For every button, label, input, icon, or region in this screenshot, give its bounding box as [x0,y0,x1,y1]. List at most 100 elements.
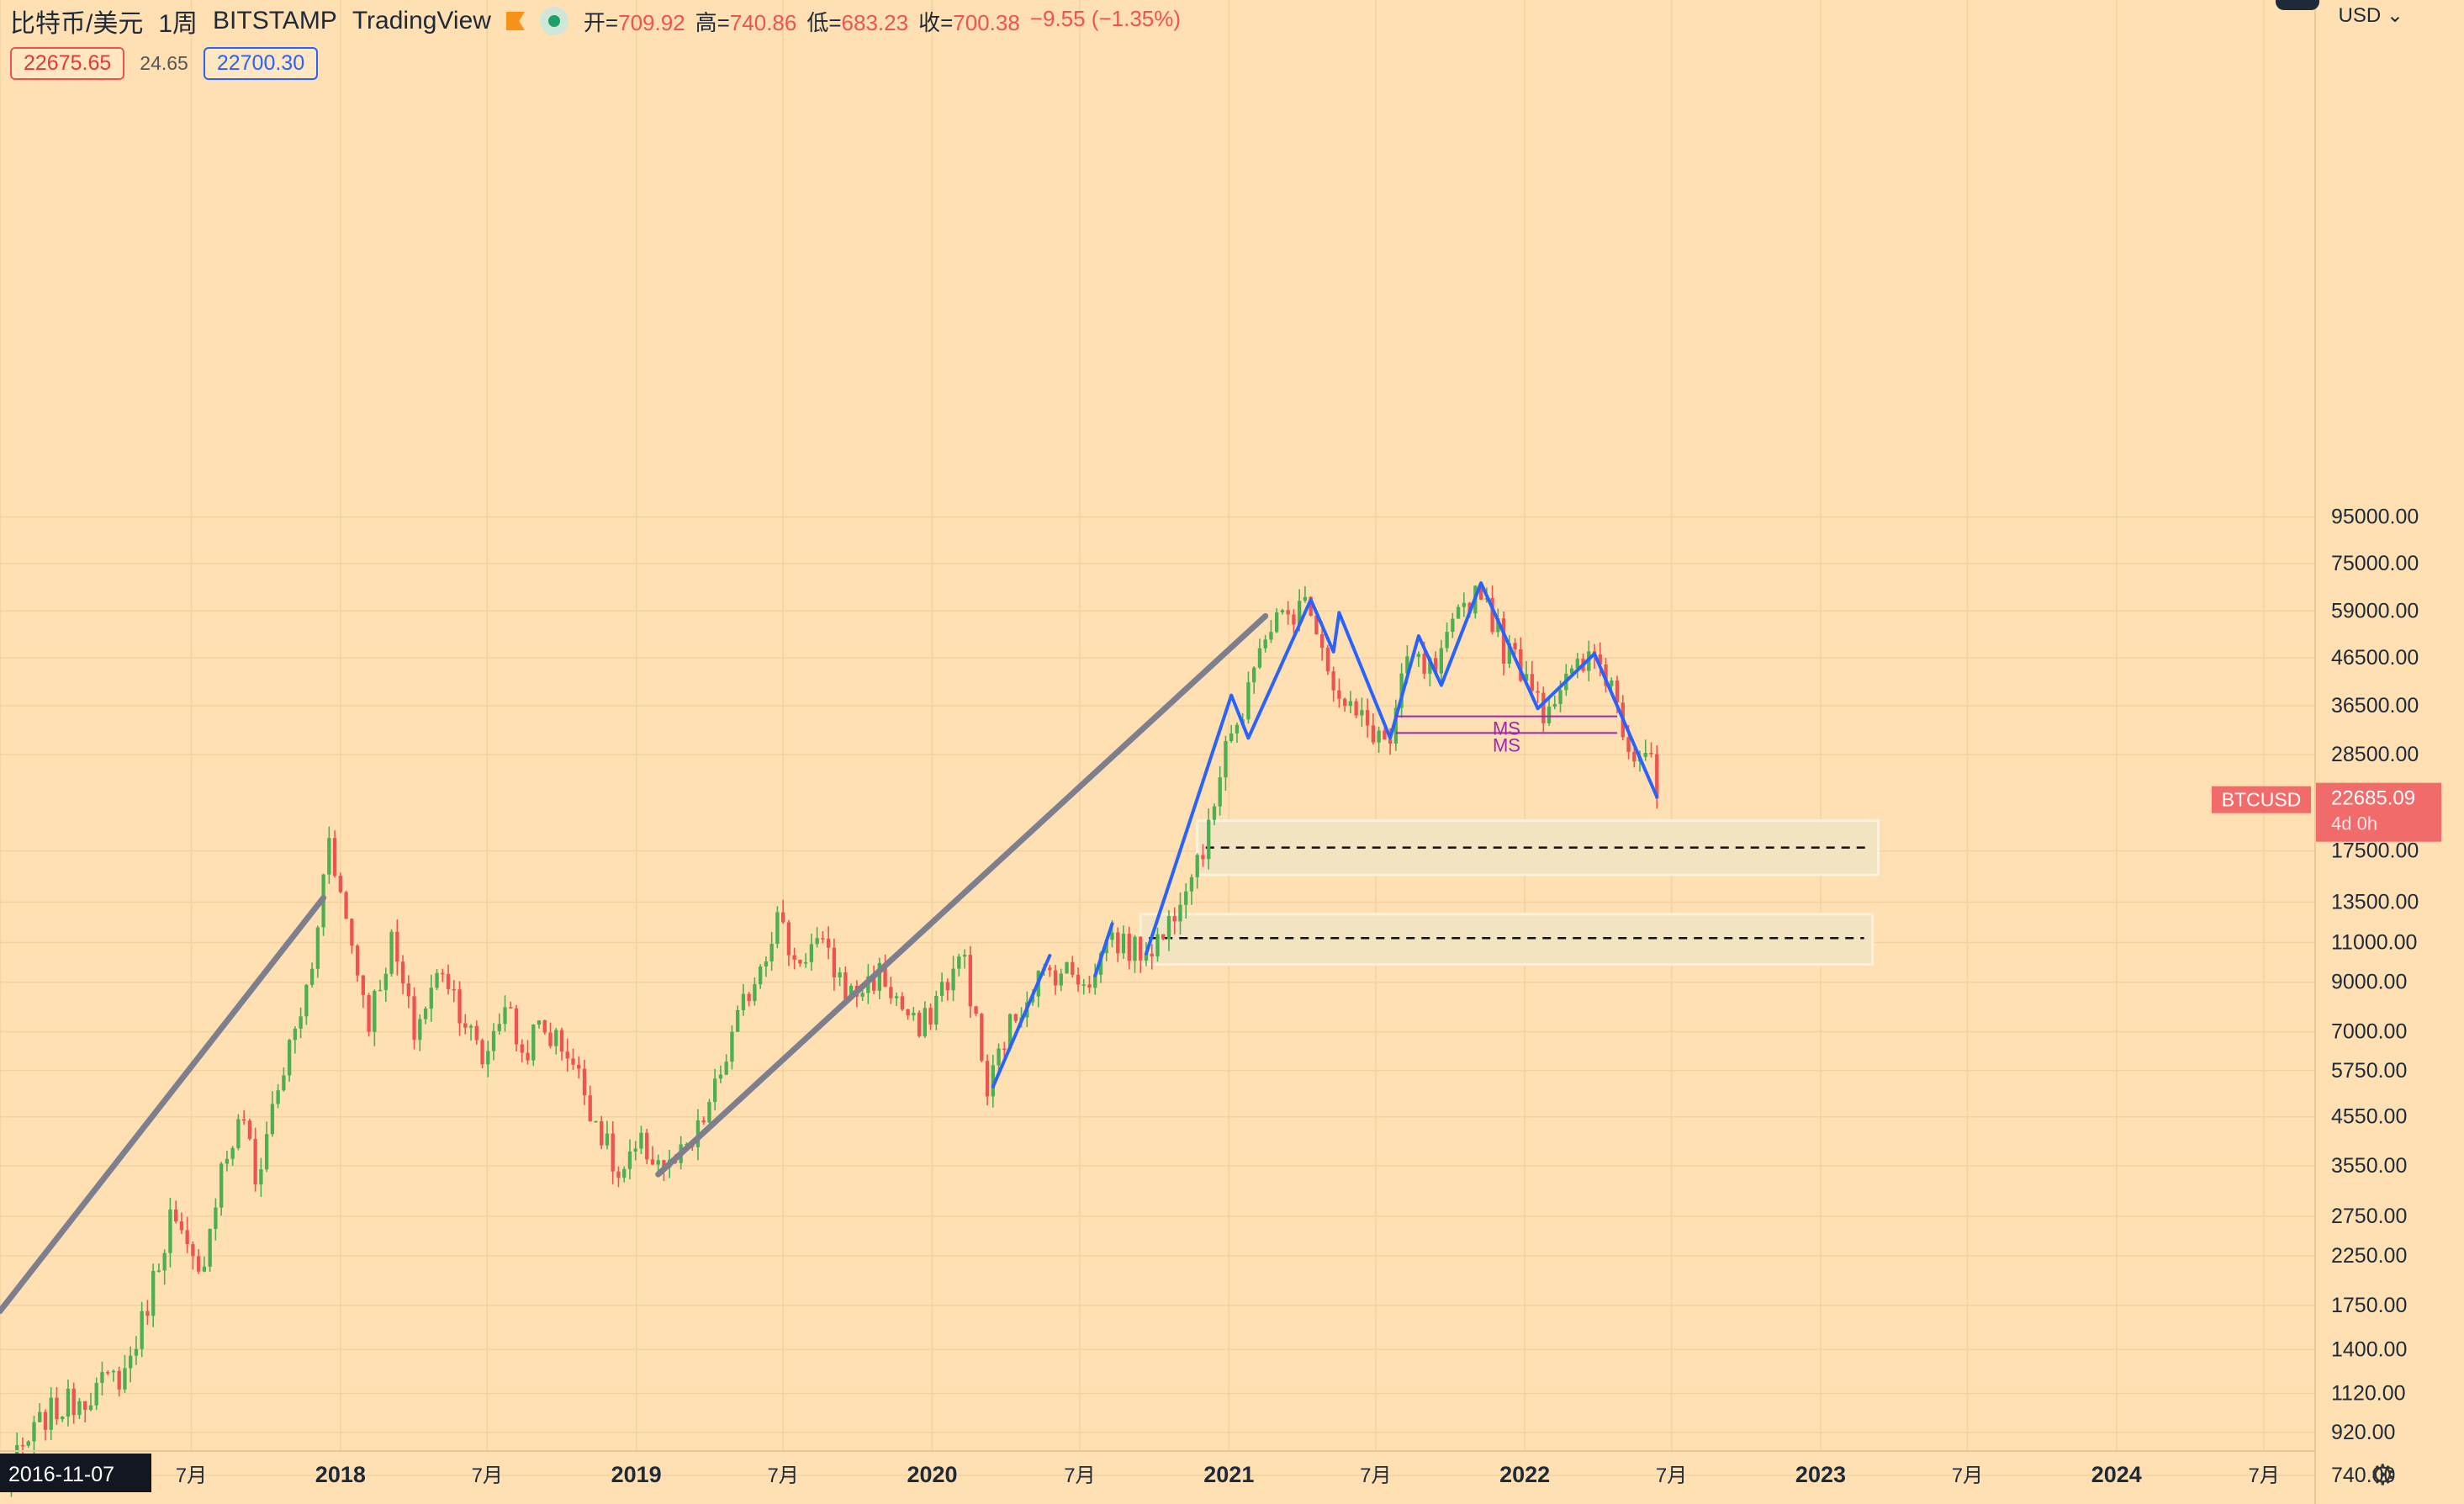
candle-body [491,1030,496,1051]
price-axis-label: 4550.00 [2331,1105,2407,1129]
candle-body [457,989,462,1024]
candle-body [1383,730,1387,740]
camera-icon[interactable] [2276,0,2319,10]
price-axis-label: 75000.00 [2331,552,2419,575]
candle-body [980,1014,984,1062]
candle-body [849,985,854,1000]
buy-button[interactable]: 22700.30 [203,47,319,80]
candle-body [923,1008,927,1036]
candle-body [486,1051,490,1065]
candle-body [974,1006,978,1014]
market-status-icon[interactable] [539,7,568,35]
time-axis-label: 7月 [1064,1464,1095,1487]
candle-body [32,1422,36,1442]
time-axis-label: 7月 [176,1464,207,1487]
time-cursor-badge [0,1454,151,1492]
candle-body [821,938,825,940]
candle-body [1513,643,1517,649]
candle-body [962,955,967,957]
candle-body [945,982,949,991]
candle-body [1319,633,1325,649]
candle-body [503,1007,507,1025]
candle-body [441,972,445,975]
candle-body [1081,984,1086,986]
candle-body [764,961,769,966]
chart-header: 比特币/美元 1周 BITSTAMP TradingView 开=709.92 … [10,6,1181,39]
candle-body [378,989,383,992]
price-axis-label: 7000.00 [2331,1020,2407,1044]
candle-body [792,955,796,960]
candle-body [1610,681,1614,686]
time-axis-label: 7月 [1360,1464,1391,1487]
candle-body [468,1025,473,1028]
price-axis-label: 2250.00 [2331,1244,2407,1268]
candle-body [383,973,388,990]
candle-body [1201,855,1205,860]
candle-body [174,1209,178,1222]
candle-body [769,944,774,962]
trend-line-blue [991,954,1052,1088]
candle-body [1541,692,1546,723]
candle-body [1252,667,1256,683]
candle-body [906,1009,910,1016]
candle-body [1314,615,1319,634]
candle-body [1207,819,1211,860]
candle-body [304,984,309,1017]
price-axis-label: 3550.00 [2331,1154,2407,1178]
currency-selector[interactable]: USD ⌄ [2338,4,2403,27]
price-axis-label: 11000.00 [2331,931,2417,955]
candle-body [1354,701,1358,716]
candle-body [622,1168,627,1178]
price-axis-label: 13500.00 [2331,890,2419,914]
candle-body [282,1075,286,1091]
candle-body [542,1020,547,1033]
candle-body [71,1388,76,1416]
flag-icon[interactable] [505,12,525,30]
candle-body [1007,1014,1013,1049]
spread-value: 24.65 [140,52,188,74]
candle-body [20,1444,25,1447]
candle-body [230,1147,235,1159]
candle-body [531,1024,536,1061]
candle-body [520,1044,524,1053]
candle-body [1030,996,1035,1003]
candle-body [94,1383,98,1406]
candle-body [1002,1048,1007,1050]
candle-body [474,1025,479,1041]
candle-body [871,976,876,991]
candle-body [1065,961,1069,974]
interval-label[interactable]: 1周 [158,10,198,38]
support-zone [1196,819,1880,876]
candle-body [400,961,405,984]
candle-body [939,982,944,997]
candle-body [264,1134,269,1170]
candle-body [418,1019,422,1041]
price-axis-label: 1750.00 [2331,1294,2407,1317]
symbol-name[interactable]: 比特币/美元 [10,10,144,38]
candle-body [968,955,972,1007]
candle-body [77,1401,82,1416]
sell-button[interactable]: 22675.65 [10,47,125,80]
candle-body [713,1078,717,1103]
candle-body [985,1061,990,1097]
price-axis-label: 59000.00 [2331,599,2419,622]
last-price-value: 22685.09 [2331,787,2415,810]
candle-body [106,1372,110,1374]
candle-body [191,1244,195,1257]
candle-body [1643,753,1647,757]
candle-body [1155,934,1160,957]
candle-body [656,1160,660,1165]
candle-body [100,1372,104,1384]
high-value: 740.86 [729,9,797,35]
candle-body [1496,618,1500,633]
settings-gear-icon[interactable]: ⚙ [2370,1459,2396,1491]
candle-body [917,1012,922,1036]
price-axis-border [2314,0,2316,1504]
time-axis-label: 7月 [1952,1464,1983,1487]
candle-body [293,1028,298,1041]
time-axis-border [0,1450,2314,1452]
candle-body [66,1388,71,1417]
candle-body [38,1411,42,1422]
candle-body [1433,658,1438,674]
